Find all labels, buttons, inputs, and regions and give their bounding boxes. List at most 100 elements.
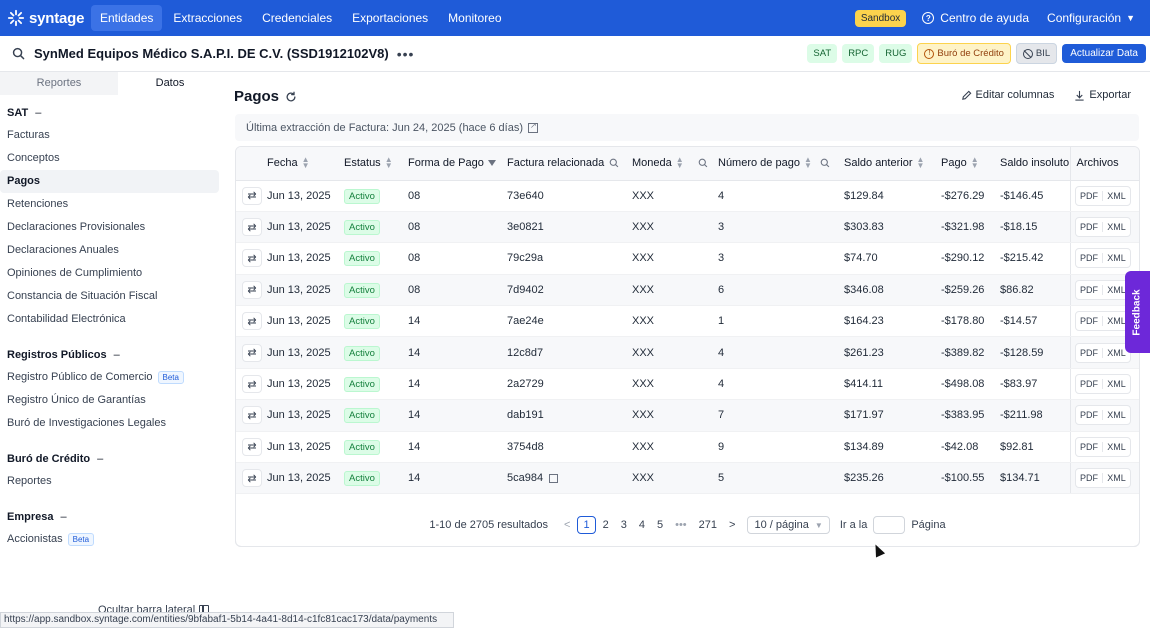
- search-icon[interactable]: [820, 158, 830, 168]
- sidebar-item-facturas[interactable]: Facturas: [7, 129, 50, 141]
- xml-button[interactable]: XML: [1102, 284, 1129, 295]
- pdf-button[interactable]: PDF: [1079, 284, 1098, 295]
- factura-id[interactable]: 7ae24e: [507, 315, 544, 328]
- page-1-button[interactable]: 1: [577, 516, 596, 534]
- factura-id[interactable]: 5ca984: [507, 472, 544, 485]
- factura-id[interactable]: 73e640: [507, 189, 544, 202]
- xml-button[interactable]: XML: [1102, 222, 1129, 233]
- page-size-select[interactable]: 10 / página ▼: [747, 516, 830, 534]
- section-registros[interactable]: Registros Públicos –: [0, 343, 222, 366]
- row-link-icon[interactable]: ⇄: [242, 249, 262, 268]
- last-page-button[interactable]: 271: [698, 519, 718, 531]
- row-link-icon[interactable]: ⇄: [242, 312, 262, 331]
- sidebar-item-rpc[interactable]: Registro Público de Comercio Beta: [0, 366, 219, 389]
- row-link-icon[interactable]: ⇄: [242, 469, 262, 488]
- sidebar-item-contabilidad[interactable]: Contabilidad Electrónica: [7, 313, 126, 325]
- pdf-button[interactable]: PDF: [1079, 316, 1098, 327]
- section-buro[interactable]: Buró de Crédito –: [0, 447, 222, 470]
- prev-page-button[interactable]: <: [564, 519, 571, 531]
- sidebar-item-conceptos[interactable]: Conceptos: [7, 152, 60, 164]
- xml-button[interactable]: XML: [1102, 410, 1129, 421]
- row-link-icon[interactable]: ⇄: [242, 406, 262, 425]
- factura-id[interactable]: 2a2729: [507, 378, 544, 391]
- factura-id[interactable]: 12c8d7: [507, 346, 544, 359]
- sidebar-item-declaraciones-provisionales[interactable]: Declaraciones Provisionales: [7, 221, 146, 233]
- nav-monitoreo[interactable]: Monitoreo: [448, 11, 502, 25]
- page-4-button[interactable]: 4: [638, 519, 645, 531]
- goto-page-input[interactable]: [873, 516, 906, 534]
- nav-exportaciones[interactable]: Exportaciones: [352, 11, 429, 25]
- pdf-button[interactable]: PDF: [1079, 347, 1098, 358]
- factura-id[interactable]: 79c29a: [507, 252, 544, 265]
- factura-id[interactable]: dab191: [507, 409, 544, 422]
- sidebar-item-opiniones[interactable]: Opiniones de Cumplimiento: [7, 267, 143, 279]
- xml-button[interactable]: XML: [1102, 316, 1129, 327]
- row-link-icon[interactable]: ⇄: [242, 437, 262, 456]
- tab-datos[interactable]: Datos: [118, 72, 222, 95]
- sidebar-item-constancia[interactable]: Constancia de Situación Fiscal: [7, 290, 158, 302]
- sidebar-item-bil[interactable]: Buró de Investigaciones Legales: [7, 417, 166, 429]
- row-link-icon[interactable]: ⇄: [242, 375, 262, 394]
- badge-rpc[interactable]: RPC: [842, 44, 875, 63]
- config-menu[interactable]: Configuración ▼: [1047, 11, 1135, 25]
- header-pago[interactable]: Pago ▲ ▼: [941, 147, 1000, 181]
- nav-entidades[interactable]: Entidades: [91, 5, 163, 31]
- sidebar-item-retenciones[interactable]: Retenciones: [7, 198, 69, 210]
- pdf-button[interactable]: PDF: [1079, 190, 1098, 201]
- next-page-button[interactable]: >: [729, 519, 736, 531]
- nav-credenciales[interactable]: Credenciales: [262, 11, 333, 25]
- export-button[interactable]: Exportar: [1074, 89, 1131, 101]
- pdf-button[interactable]: PDF: [1079, 253, 1098, 264]
- factura-id[interactable]: 7d9402: [507, 283, 544, 296]
- factura-id[interactable]: 3e0821: [507, 221, 544, 234]
- page-2-button[interactable]: 2: [602, 519, 609, 531]
- row-link-icon[interactable]: ⇄: [242, 186, 262, 205]
- row-link-icon[interactable]: ⇄: [242, 280, 262, 299]
- pdf-button[interactable]: PDF: [1079, 473, 1098, 484]
- pdf-button[interactable]: PDF: [1079, 379, 1098, 390]
- factura-id[interactable]: 3754d8: [507, 440, 544, 453]
- edit-columns-button[interactable]: Editar columnas: [961, 89, 1054, 101]
- brand-logo[interactable]: syntage: [7, 9, 89, 27]
- update-data-button[interactable]: Actualizar Data: [1062, 44, 1146, 63]
- badge-rug[interactable]: RUG: [879, 44, 913, 63]
- badge-bil[interactable]: BIL: [1015, 43, 1058, 64]
- refresh-icon[interactable]: [285, 91, 297, 103]
- section-sat[interactable]: SAT –: [0, 101, 222, 124]
- xml-button[interactable]: XML: [1102, 379, 1129, 390]
- page-3-button[interactable]: 3: [620, 519, 627, 531]
- external-link-icon[interactable]: [549, 473, 559, 483]
- search-icon[interactable]: [698, 158, 708, 168]
- sidebar-item-buro-reportes[interactable]: Reportes: [7, 475, 52, 487]
- more-pages-icon[interactable]: •••: [675, 519, 687, 531]
- page-5-button[interactable]: 5: [656, 519, 664, 531]
- header-fecha[interactable]: Fecha ▲ ▼: [267, 147, 344, 181]
- header-saldo-anterior[interactable]: Saldo anterior ▲ ▼: [844, 147, 941, 181]
- header-factura[interactable]: Factura relacionada: [507, 147, 632, 181]
- xml-button[interactable]: XML: [1102, 253, 1129, 264]
- external-link-icon[interactable]: [527, 121, 538, 133]
- header-numero-pago[interactable]: Número de pago ▲ ▼: [718, 147, 844, 181]
- xml-button[interactable]: XML: [1102, 347, 1129, 358]
- header-saldo-insoluto[interactable]: Saldo insoluto: [1000, 147, 1070, 181]
- row-link-icon[interactable]: ⇄: [242, 218, 262, 237]
- pdf-button[interactable]: PDF: [1079, 222, 1098, 233]
- xml-button[interactable]: XML: [1102, 441, 1129, 452]
- help-center-link[interactable]: ? Centro de ayuda: [922, 11, 1029, 25]
- badge-buro[interactable]: ! Buró de Crédito: [917, 43, 1011, 64]
- header-moneda[interactable]: Moneda ▲ ▼: [632, 147, 718, 181]
- sidebar-item-declaraciones-anuales[interactable]: Declaraciones Anuales: [7, 244, 119, 256]
- entity-search-button[interactable]: [7, 43, 29, 65]
- header-estatus[interactable]: Estatus ▲ ▼: [344, 147, 408, 181]
- badge-sat[interactable]: SAT: [807, 44, 838, 63]
- feedback-tab[interactable]: Feedback: [1125, 271, 1150, 353]
- section-empresa[interactable]: Empresa –: [0, 505, 222, 528]
- sidebar-item-rug[interactable]: Registro Único de Garantías: [7, 394, 146, 406]
- header-forma-pago[interactable]: Forma de Pago: [408, 147, 507, 181]
- pdf-button[interactable]: PDF: [1079, 410, 1098, 421]
- xml-button[interactable]: XML: [1102, 473, 1129, 484]
- search-icon[interactable]: [609, 158, 619, 168]
- sidebar-item-pagos[interactable]: Pagos: [0, 170, 219, 193]
- tab-reportes[interactable]: Reportes: [0, 72, 118, 95]
- row-link-icon[interactable]: ⇄: [242, 343, 262, 362]
